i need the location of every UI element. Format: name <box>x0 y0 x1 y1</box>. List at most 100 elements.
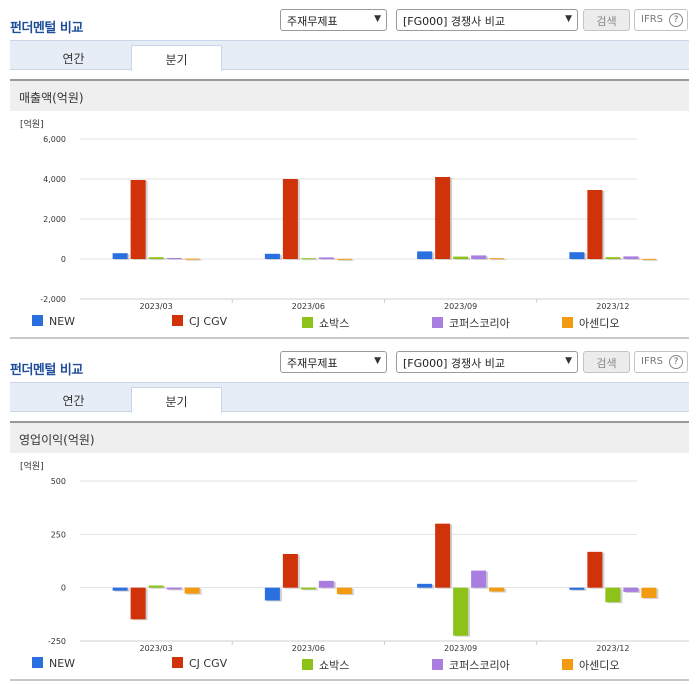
y-tick-label: -2,000 <box>40 295 66 304</box>
y-tick-label: 6,000 <box>43 135 66 144</box>
legend-item-cj-cgv[interactable]: CJ CGV <box>172 657 227 670</box>
legend-item-new[interactable]: NEW <box>32 657 75 670</box>
bar-아센디오-2023-12[interactable] <box>641 258 657 260</box>
bar-new-2023-06[interactable] <box>264 253 280 259</box>
chevron-down-icon: ▼ <box>374 356 381 366</box>
bar-아센디오-2023-12[interactable] <box>641 587 657 598</box>
legend-item-쇼박스[interactable]: 쇼박스 <box>302 315 349 331</box>
statement-select[interactable]: 주재무제표 ▼ <box>280 351 387 373</box>
bar-shadow <box>150 258 166 260</box>
x-tick-label: 2023/09 <box>444 644 477 653</box>
tab-quarterly[interactable]: 분기 <box>131 387 222 413</box>
bar-쇼박스-2023-06[interactable] <box>300 587 316 590</box>
bar-shadow <box>338 259 354 261</box>
x-tick-label: 2023/06 <box>292 644 325 653</box>
bar-아센디오-2023-03[interactable] <box>184 258 200 260</box>
bar-shadow <box>607 258 623 260</box>
ifrs-label: IFRS <box>641 356 663 367</box>
legend-swatch <box>302 317 313 328</box>
legend-item-new[interactable]: NEW <box>32 315 75 328</box>
bar-코퍼스코리아-2023-09[interactable] <box>471 255 487 259</box>
x-tick-label: 2023/06 <box>292 302 325 311</box>
legend-item-코퍼스코리아[interactable]: 코퍼스코리아 <box>432 315 510 331</box>
bar-쇼박스-2023-06[interactable] <box>300 258 316 260</box>
tab-annual[interactable]: 연간 <box>62 52 85 66</box>
bar-new-2023-09[interactable] <box>417 251 433 259</box>
bar-코퍼스코리아-2023-12[interactable] <box>623 587 639 592</box>
panel-header: 펀더멘털 비교 주재무제표 ▼ [FG000] 경쟁사 비교 ▼ 검색 IFRS… <box>10 351 690 381</box>
legend-item-아센디오[interactable]: 아센디오 <box>562 315 619 331</box>
panel-header: 펀더멘털 비교 주재무제표 ▼ [FG000] 경쟁사 비교 ▼ 검색 IFRS… <box>10 9 690 39</box>
search-button[interactable]: 검색 <box>583 9 630 31</box>
x-tick-label: 2023/03 <box>140 644 173 653</box>
unit-label: [억원] <box>20 118 44 130</box>
bar-쇼박스-2023-09[interactable] <box>453 256 469 259</box>
bar-new-2023-12[interactable] <box>569 252 585 259</box>
bar-cj-cgv-2023-03[interactable] <box>130 180 146 259</box>
chart-legend: NEW CJ CGV 쇼박스 코퍼스코리아 아센디오 <box>32 315 672 331</box>
help-icon[interactable]: ? <box>669 355 683 369</box>
chart-revenue: 매출액(억원) [억원] 6,000 4,000 2,000 0 -2,000 2023/0… <box>10 79 689 339</box>
bar-new-2023-03[interactable] <box>112 587 128 591</box>
chart-legend: NEW CJ CGV 쇼박스 코퍼스코리아 아센디오 <box>32 657 672 673</box>
panel-operating-income: 펀더멘털 비교 주재무제표 ▼ [FG000] 경쟁사 비교 ▼ 검색 IFRS… <box>0 342 696 684</box>
x-tick-label: 2023/12 <box>596 644 629 653</box>
legend-item-코퍼스코리아[interactable]: 코퍼스코리아 <box>432 657 510 673</box>
bar-아센디오-2023-03[interactable] <box>184 587 200 594</box>
y-tick-label: 0 <box>61 255 66 264</box>
bar-코퍼스코리아-2023-03[interactable] <box>166 587 182 590</box>
bar-new-2023-03[interactable] <box>112 253 128 259</box>
legend-swatch <box>32 657 43 668</box>
legend-swatch <box>562 317 573 328</box>
bar-아센디오-2023-09[interactable] <box>489 258 505 260</box>
bar-코퍼스코리아-2023-09[interactable] <box>471 570 487 588</box>
legend-item-cj-cgv[interactable]: CJ CGV <box>172 315 227 328</box>
bar-쇼박스-2023-12[interactable] <box>605 587 621 603</box>
legend-item-아센디오[interactable]: 아센디오 <box>562 657 619 673</box>
help-icon[interactable]: ? <box>669 13 683 27</box>
compare-select[interactable]: [FG000] 경쟁사 비교 ▼ <box>396 351 578 373</box>
bar-cj-cgv-2023-09[interactable] <box>435 523 451 588</box>
bar-cj-cgv-2023-06[interactable] <box>282 179 298 259</box>
legend-swatch <box>172 657 183 668</box>
legend-swatch <box>172 315 183 326</box>
statement-select[interactable]: 주재무제표 ▼ <box>280 9 387 31</box>
bar-cj-cgv-2023-03[interactable] <box>130 587 146 620</box>
compare-select-value: [FG000] 경쟁사 비교 <box>403 357 506 370</box>
bar-new-2023-12[interactable] <box>569 587 585 590</box>
ifrs-button[interactable]: IFRS ? <box>634 9 688 31</box>
compare-select[interactable]: [FG000] 경쟁사 비교 ▼ <box>396 9 578 31</box>
bar-쇼박스-2023-03[interactable] <box>148 257 164 259</box>
bar-cj-cgv-2023-12[interactable] <box>587 190 603 259</box>
bar-cj-cgv-2023-12[interactable] <box>587 551 603 588</box>
bar-쇼박스-2023-03[interactable] <box>148 585 164 588</box>
bar-아센디오-2023-06[interactable] <box>336 587 352 595</box>
bar-new-2023-09[interactable] <box>417 583 433 588</box>
bar-new-2023-06[interactable] <box>264 587 280 601</box>
y-tick-label: 250 <box>51 530 66 539</box>
bar-코퍼스코리아-2023-03[interactable] <box>166 258 182 259</box>
search-button[interactable]: 검색 <box>583 351 630 373</box>
legend-label: 쇼박스 <box>319 317 350 330</box>
legend-swatch <box>302 659 313 670</box>
bar-shadow <box>302 588 318 591</box>
statement-select-value: 주재무제표 <box>287 357 338 370</box>
tab-annual[interactable]: 연간 <box>62 394 85 408</box>
tab-quarterly[interactable]: 분기 <box>131 45 222 71</box>
bar-cj-cgv-2023-06[interactable] <box>282 553 298 588</box>
x-tick-label: 2023/03 <box>140 302 173 311</box>
bar-코퍼스코리아-2023-06[interactable] <box>318 580 334 588</box>
y-tick-label: -250 <box>48 637 66 646</box>
bar-cj-cgv-2023-09[interactable] <box>435 177 451 259</box>
bar-아센디오-2023-09[interactable] <box>489 587 505 592</box>
ifrs-button[interactable]: IFRS ? <box>634 351 688 373</box>
bar-코퍼스코리아-2023-12[interactable] <box>623 256 639 259</box>
legend-item-쇼박스[interactable]: 쇼박스 <box>302 657 349 673</box>
bar-쇼박스-2023-09[interactable] <box>453 587 469 636</box>
bar-shadow <box>168 588 184 591</box>
bar-쇼박스-2023-12[interactable] <box>605 257 621 259</box>
bar-아센디오-2023-06[interactable] <box>336 258 352 260</box>
legend-label: 아센디오 <box>579 317 620 330</box>
bar-코퍼스코리아-2023-06[interactable] <box>318 257 334 259</box>
x-tick-label: 2023/12 <box>596 302 629 311</box>
